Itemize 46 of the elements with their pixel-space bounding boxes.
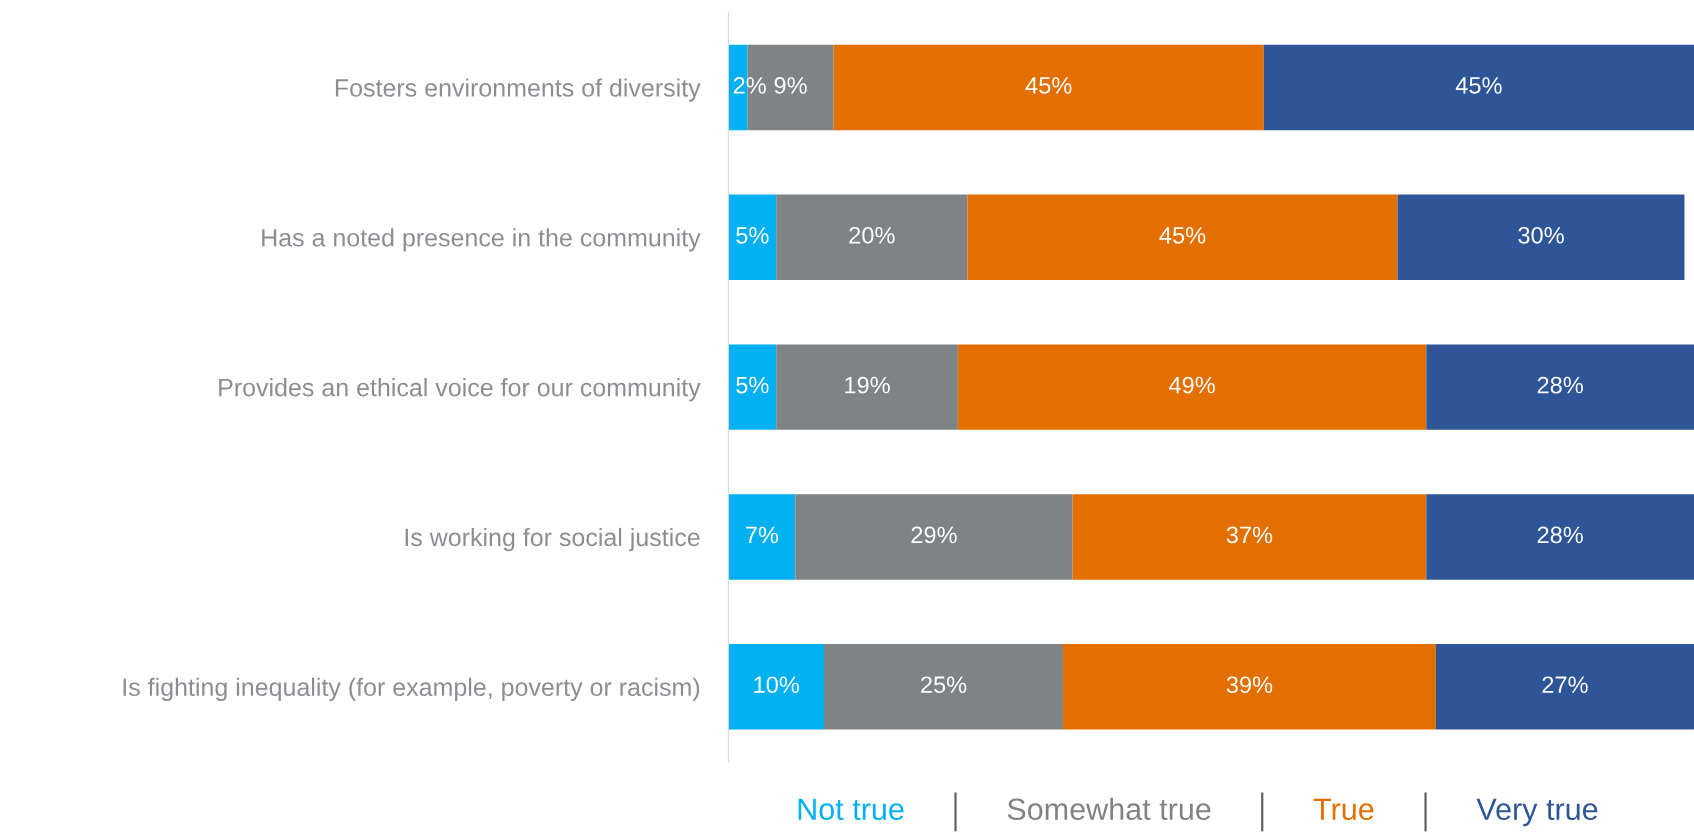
data-label: 19% [845,376,890,394]
bar [1072,494,1427,580]
bar [776,194,968,280]
bar [833,44,1264,131]
text: Somewhat true [1007,797,1211,821]
text: Very true [1476,798,1598,827]
bar [728,344,777,430]
data-label: 49% [1169,376,1215,394]
data-label: 45% [1159,227,1206,244]
data-label: 9% [774,77,807,94]
bar [1263,44,1694,131]
bar [776,344,958,430]
data-label: 29% [911,526,957,544]
bar [728,194,777,280]
data-label: 27% [1542,676,1588,693]
data-label: 45% [1455,77,1502,94]
bar [967,194,1398,280]
data-label: 7% [746,526,779,544]
y-tick-label: Is fighting inequality (for example, poverty or racism) [123,677,700,701]
bar [1397,194,1685,280]
bar [1426,344,1694,430]
text: Not true [798,798,904,821]
data-label: 30% [1518,226,1564,244]
data-label: 28% [1537,526,1583,544]
text: True [1313,798,1374,821]
bar [1426,494,1694,580]
bar [1435,644,1694,730]
data-label: 10% [754,676,800,694]
bar [824,644,1064,730]
data-label: 20% [849,226,895,244]
y-tick-label: Provides an ethical voice for our community [219,378,701,402]
bar [728,494,796,580]
bar [957,344,1427,430]
data-label: 37% [1226,526,1273,544]
y-tick-label: Fosters environments of diversity [335,78,701,102]
data-label: 28% [1537,376,1583,394]
bar [728,644,825,730]
bar [795,494,1073,580]
data-label: 45% [1025,77,1072,94]
y-tick-label: Has a noted presence in the community [262,228,701,252]
data-label: 5% [736,376,769,394]
data-label: 39% [1226,676,1273,694]
bar [1063,644,1436,730]
data-label: 25% [921,676,967,694]
data-label: 5% [736,227,769,244]
y-tick-label: Is working for social justice [405,527,700,552]
